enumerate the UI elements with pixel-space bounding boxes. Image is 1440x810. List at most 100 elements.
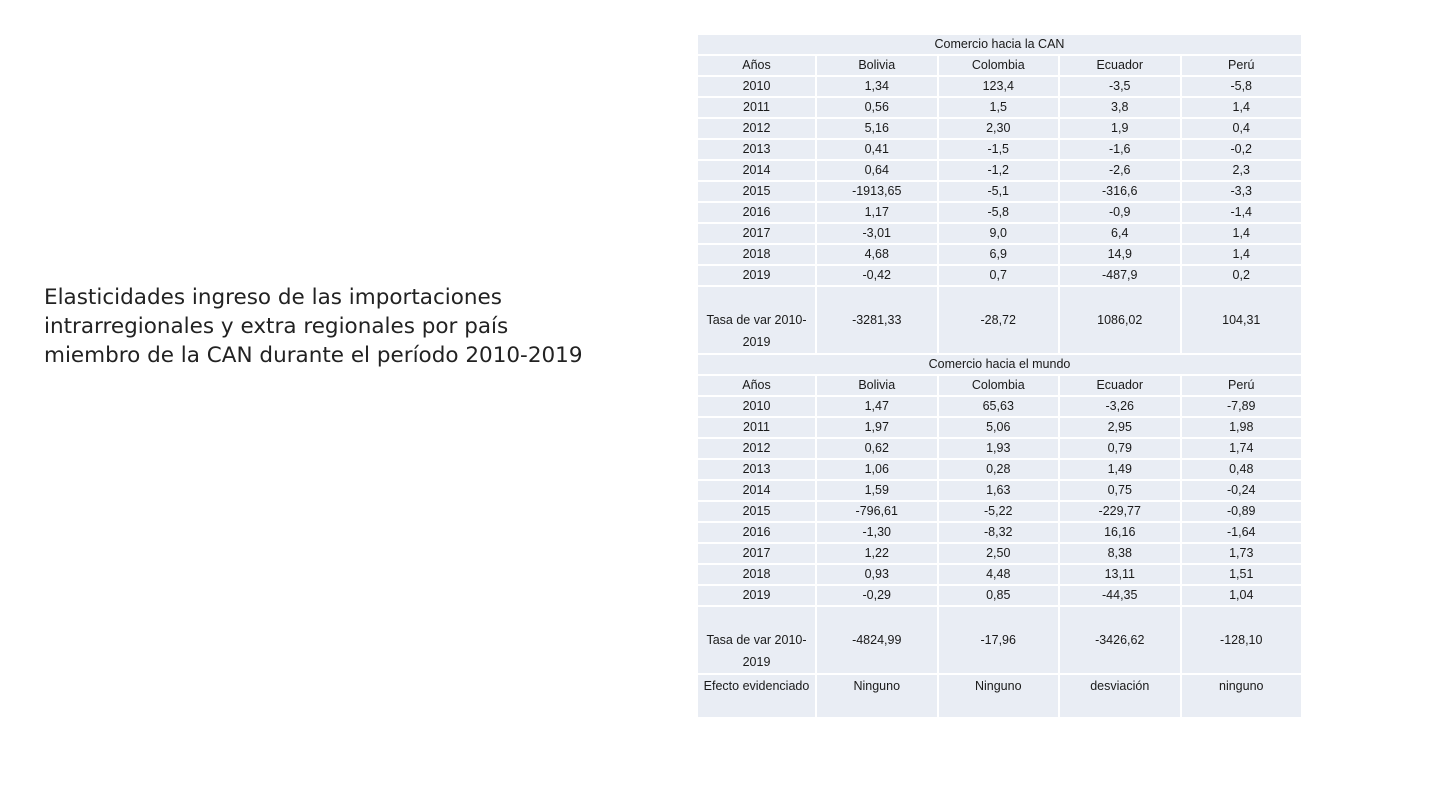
value-cell: 0,75 [1058,479,1182,502]
year-cell: 2019 [696,264,817,287]
table-row: 2018 0,93 4,48 13,11 1,51 [696,563,1303,586]
value-cell: -0,29 [815,584,939,607]
column-header: Ecuador [1058,54,1182,77]
value-cell: 6,4 [1058,222,1182,245]
value-cell: -316,6 [1058,180,1182,203]
value-cell: 0,4 [1179,117,1303,140]
value-cell: 1,93 [936,437,1060,460]
value-cell: 1,4 [1179,243,1303,266]
column-header: Años [696,54,817,77]
value-cell: 1,9 [1058,117,1182,140]
section-title: Comercio hacia el mundo [696,353,1303,376]
value-cell: 0,48 [1179,458,1303,481]
value-cell: 65,63 [936,395,1060,418]
value-cell: 1,63 [936,479,1060,502]
value-cell: 1,34 [815,75,939,98]
table-row: 2010 1,34 123,4 -3,5 -5,8 [696,75,1303,98]
value-cell: 0,56 [815,96,939,119]
value-cell: -0,42 [815,264,939,287]
value-cell: -0,9 [1058,201,1182,224]
elasticity-table: Comercio hacia la CAN Años Bolivia Colombia… [696,33,1303,719]
total-row: Tasa de var 2010-2019 -4824,99 -17,96 -3426… [696,605,1303,675]
table-row: 2016 1,17 -5,8 -0,9 -1,4 [696,201,1303,224]
value-cell: -5,8 [936,201,1060,224]
value-cell: 1,74 [1179,437,1303,460]
value-cell: -3,26 [1058,395,1182,418]
value-cell: 1,5 [936,96,1060,119]
effect-value: ninguno [1179,673,1303,719]
value-cell: 0,64 [815,159,939,182]
total-value: -4824,99 [815,605,939,675]
table-row: 2016 -1,30 -8,32 16,16 -1,64 [696,521,1303,544]
value-cell: -1,64 [1179,521,1303,544]
value-cell: -796,61 [815,500,939,523]
column-header: Colombia [936,374,1060,397]
value-cell: -7,89 [1179,395,1303,418]
value-cell: -5,22 [936,500,1060,523]
effect-value: Ninguno [815,673,939,719]
table-row: 2013 1,06 0,28 1,49 0,48 [696,458,1303,481]
year-cell: 2018 [696,243,817,266]
value-cell: 1,4 [1179,222,1303,245]
year-cell: 2016 [696,201,817,224]
column-header: Bolivia [815,54,939,77]
value-cell: 1,17 [815,201,939,224]
value-cell: 0,85 [936,584,1060,607]
table-row: 2011 1,97 5,06 2,95 1,98 [696,416,1303,439]
slide-title: Elasticidades ingreso de las importacion… [44,283,664,370]
year-cell: 2012 [696,117,817,140]
table-row: 2014 1,59 1,63 0,75 -0,24 [696,479,1303,502]
value-cell: 8,38 [1058,542,1182,565]
title-line: Elasticidades ingreso de las importacion… [44,285,502,310]
value-cell: -487,9 [1058,264,1182,287]
table-row: 2010 1,47 65,63 -3,26 -7,89 [696,395,1303,418]
value-cell: 6,9 [936,243,1060,266]
value-cell: -1,6 [1058,138,1182,161]
value-cell: 0,62 [815,437,939,460]
value-cell: -229,77 [1058,500,1182,523]
total-value: -17,96 [936,605,1060,675]
total-value: 104,31 [1179,285,1303,355]
value-cell: 13,11 [1058,563,1182,586]
column-header: Perú [1179,54,1303,77]
value-cell: 5,16 [815,117,939,140]
year-cell: 2013 [696,458,817,481]
value-cell: 9,0 [936,222,1060,245]
table-row: 2011 0,56 1,5 3,8 1,4 [696,96,1303,119]
value-cell: 1,97 [815,416,939,439]
value-cell: 5,06 [936,416,1060,439]
value-cell: -0,24 [1179,479,1303,502]
total-value: -28,72 [936,285,1060,355]
total-label: Tasa de var 2010-2019 [696,285,817,355]
year-cell: 2010 [696,395,817,418]
column-header: Perú [1179,374,1303,397]
value-cell: 16,16 [1058,521,1182,544]
value-cell: 14,9 [1058,243,1182,266]
section-title: Comercio hacia la CAN [696,33,1303,56]
value-cell: -3,3 [1179,180,1303,203]
total-label: Tasa de var 2010-2019 [696,605,817,675]
value-cell: 2,50 [936,542,1060,565]
value-cell: -1,2 [936,159,1060,182]
year-cell: 2010 [696,75,817,98]
value-cell: 123,4 [936,75,1060,98]
year-cell: 2019 [696,584,817,607]
column-header: Colombia [936,54,1060,77]
total-value: -3281,33 [815,285,939,355]
value-cell: -3,5 [1058,75,1182,98]
value-cell: 2,30 [936,117,1060,140]
total-value: -3426,62 [1058,605,1182,675]
year-cell: 2017 [696,222,817,245]
value-cell: -0,2 [1179,138,1303,161]
effect-value: Ninguno [936,673,1060,719]
effect-label: Efecto evidenciado [696,673,817,719]
value-cell: 1,04 [1179,584,1303,607]
value-cell: 1,4 [1179,96,1303,119]
value-cell: -1913,65 [815,180,939,203]
value-cell: 0,41 [815,138,939,161]
value-cell: -8,32 [936,521,1060,544]
table-row: 2012 0,62 1,93 0,79 1,74 [696,437,1303,460]
value-cell: -3,01 [815,222,939,245]
value-cell: 1,98 [1179,416,1303,439]
header-row: Años Bolivia Colombia Ecuador Perú [696,54,1303,77]
